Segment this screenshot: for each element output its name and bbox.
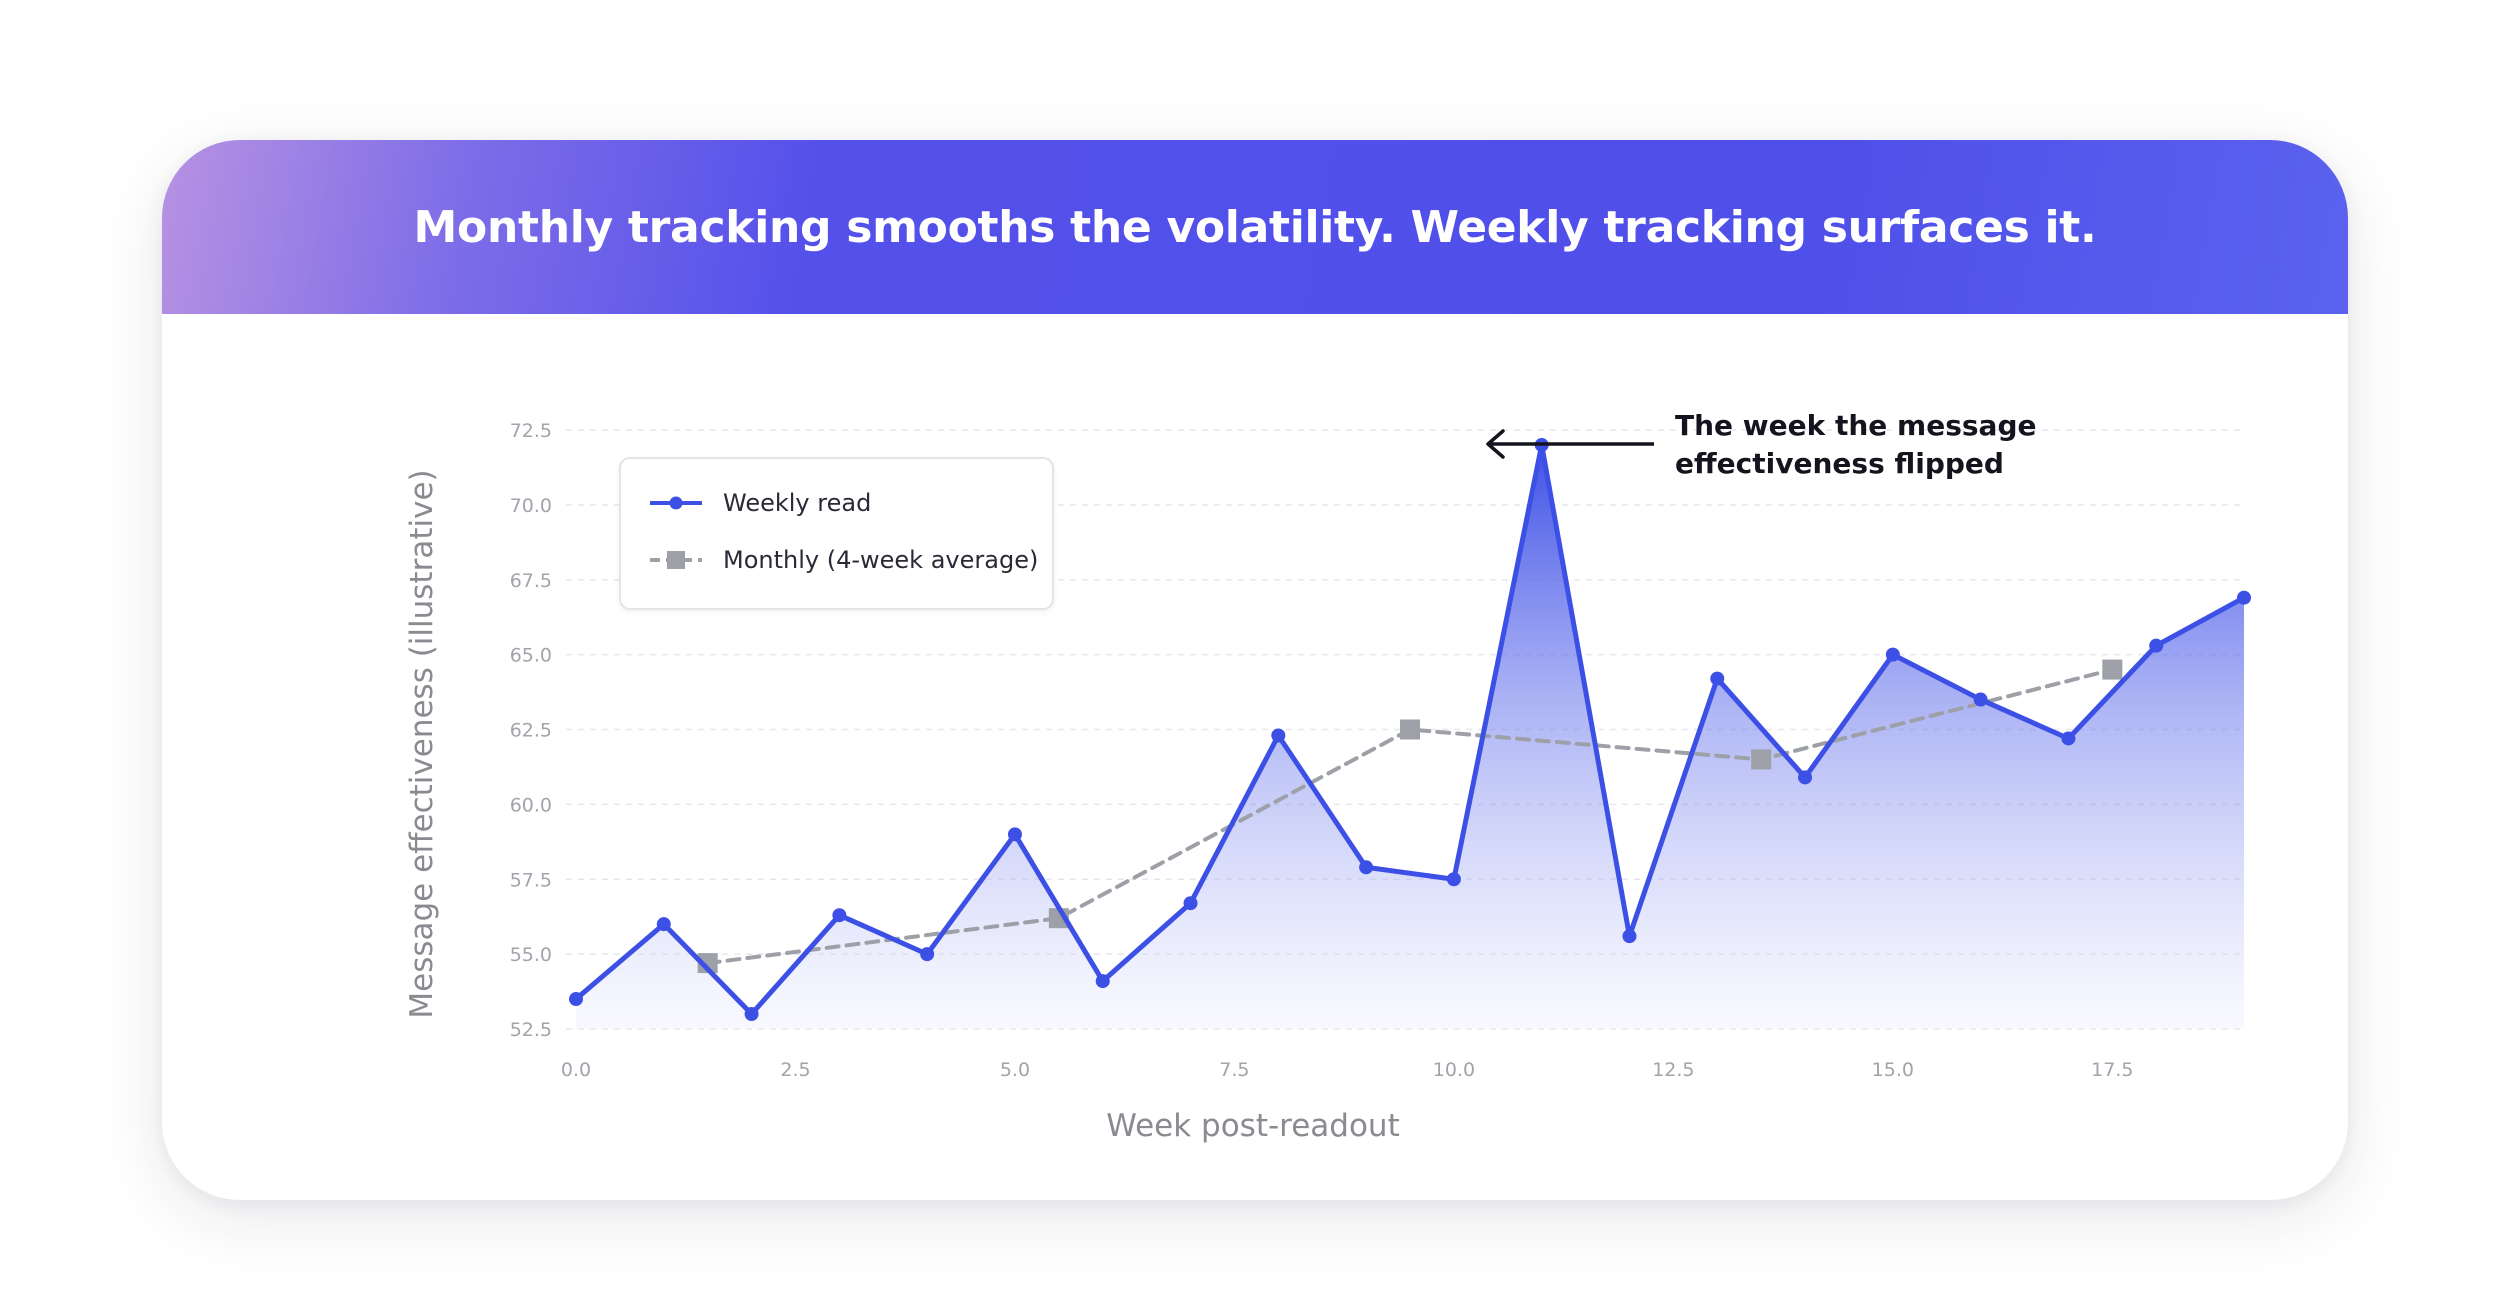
weekly-point (1885, 647, 1900, 662)
weekly-point (832, 908, 847, 923)
legend-monthly-label: Monthly (4-week average) (723, 546, 1038, 574)
weekly-line (573, 442, 2247, 1017)
legend: Weekly read Monthly (4-week average) (619, 457, 1054, 610)
weekly-area (576, 444, 2244, 1030)
x-tick-label: 10.0 (1433, 1059, 1475, 1081)
weekly-point (1359, 860, 1374, 875)
chart-svg: 52.5 55.0 57.5 60.0 62.5 65.0 67.5 70.0 72.5 0.0… (404, 409, 2251, 1144)
monthly-point (697, 953, 718, 974)
weekly-point (1798, 770, 1813, 785)
header-banner: Monthly tracking smooths the volatility.… (162, 140, 2348, 314)
y-tick-label: 55.0 (510, 944, 552, 966)
legend-monthly-swatch (650, 551, 702, 569)
annotation-text-line2: effectiveness flipped (1675, 447, 2004, 480)
weekly-point (2061, 731, 2076, 746)
y-tick-label: 60.0 (510, 794, 552, 816)
weekly-point (1095, 974, 1110, 989)
y-tick-label: 52.5 (510, 1019, 552, 1041)
x-tick-label: 12.5 (1652, 1059, 1694, 1081)
y-tick-label: 57.5 (510, 869, 552, 891)
weekly-point (1446, 872, 1461, 887)
y-tick-label: 65.0 (510, 645, 552, 667)
x-tick-label: 0.0 (561, 1059, 591, 1081)
weekly-area-fill (576, 444, 2244, 1030)
annotation-arrow-head (1486, 429, 1505, 459)
y-tick-label: 72.5 (510, 420, 552, 442)
weekly-series (569, 437, 2251, 1022)
monthly-point (2102, 659, 2123, 680)
weekly-point (1710, 671, 1725, 686)
weekly-point (1271, 728, 1286, 743)
y-tick-label: 70.0 (510, 495, 552, 517)
weekly-point (1973, 692, 1988, 707)
weekly-point (1007, 827, 1022, 842)
x-tick-label: 5.0 (1000, 1059, 1030, 1081)
y-tick-label: 67.5 (510, 570, 552, 592)
weekly-point (1183, 896, 1198, 911)
x-axis-ticks: 0.0 2.5 5.0 7.5 10.0 12.5 15.0 17.5 (561, 1059, 2134, 1081)
weekly-point (1622, 929, 1637, 944)
legend-weekly-swatch (650, 496, 702, 510)
chart-card: Monthly tracking smooths the volatility.… (162, 140, 2348, 1200)
annotation: The week the message effectiveness flipp… (1486, 409, 2036, 480)
weekly-point (2149, 638, 2164, 653)
legend-box (619, 457, 1054, 610)
weekly-point (656, 917, 671, 932)
y-tick-label: 62.5 (510, 720, 552, 742)
x-tick-label: 2.5 (780, 1059, 810, 1081)
annotation-text-line1: The week the message (1675, 409, 2036, 442)
y-axis-label: Message effectiveness (illustrative) (404, 469, 440, 1018)
x-tick-label: 17.5 (2091, 1059, 2133, 1081)
weekly-point (744, 1007, 759, 1022)
weekly-point (920, 947, 935, 962)
weekly-point (569, 992, 583, 1007)
monthly-point (1400, 719, 1420, 740)
x-tick-label: 7.5 (1219, 1059, 1249, 1081)
weekly-point (2237, 590, 2251, 605)
monthly-point (1751, 749, 1772, 770)
chart-title: Monthly tracking smooths the volatility.… (413, 201, 2097, 253)
x-axis-label: Week post-readout (1106, 1108, 1400, 1144)
legend-weekly-label: Weekly read (723, 489, 871, 517)
y-axis-ticks: 52.5 55.0 57.5 60.0 62.5 65.0 67.5 70.0 72.5 (510, 420, 552, 1041)
x-tick-label: 15.0 (1872, 1059, 1914, 1081)
